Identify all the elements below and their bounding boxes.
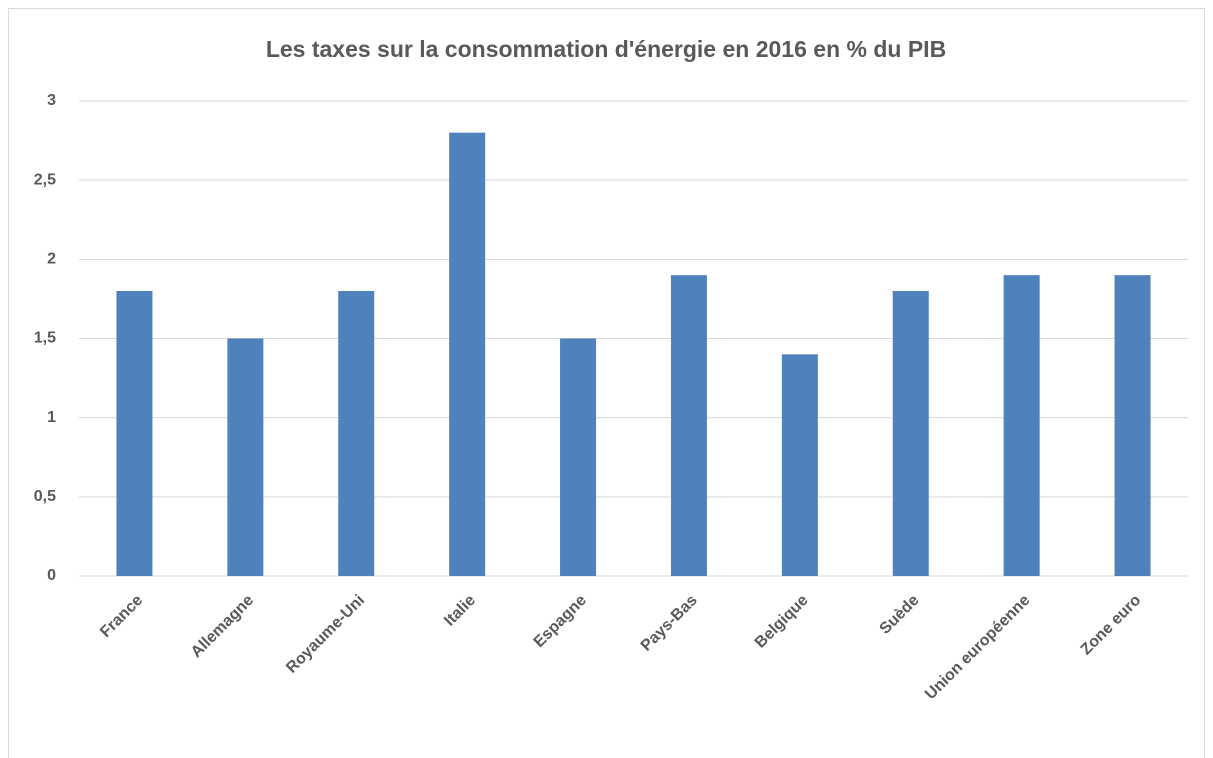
- x-tick-label: Allemagne: [188, 592, 257, 661]
- y-tick-label: 1,5: [34, 330, 56, 347]
- bar: [449, 132, 486, 576]
- y-tick-label: 0,5: [34, 488, 56, 505]
- y-tick-label: 3: [47, 92, 56, 109]
- x-tick-label: Espagne: [531, 592, 590, 651]
- chart-title: Les taxes sur la consommation d'énergie …: [266, 36, 946, 62]
- bar: [338, 291, 375, 576]
- y-tick-label: 0: [47, 567, 56, 584]
- x-tick-label: Belgique: [752, 592, 812, 652]
- bar: [1003, 275, 1040, 576]
- bar: [892, 291, 929, 576]
- x-tick-label: France: [97, 592, 146, 641]
- chart-border: [8, 8, 1205, 758]
- y-tick-label: 2,5: [34, 171, 56, 188]
- y-tick-label: 1: [47, 409, 56, 426]
- x-tick-label: Zone euro: [1078, 592, 1145, 659]
- bar: [116, 291, 153, 576]
- x-tick-label: Italie: [441, 592, 479, 630]
- bar: [781, 354, 818, 576]
- x-tick-label: Union européenne: [922, 592, 1033, 703]
- bar: [560, 338, 597, 576]
- x-tick-label: Royaume-Uni: [283, 592, 368, 677]
- y-tick-label: 2: [47, 251, 56, 268]
- x-tick-label: Suède: [877, 592, 923, 638]
- bar: [227, 338, 264, 576]
- bar: [1114, 275, 1151, 576]
- bar: [670, 275, 707, 576]
- x-tick-label: Pays-Bas: [638, 592, 701, 655]
